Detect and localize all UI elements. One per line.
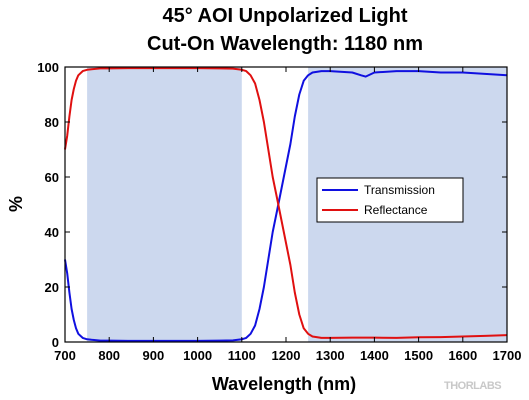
- x-tick-label: 1400: [360, 348, 389, 363]
- chart-title-line-2: Cut-On Wavelength: 1180 nm: [147, 33, 423, 55]
- x-tick-label: 1600: [448, 348, 477, 363]
- axis-ticks: [64, 66, 508, 343]
- y-tick-label: 60: [45, 170, 59, 185]
- series-lines: [64, 67, 508, 342]
- y-tick-label: 80: [45, 115, 59, 130]
- y-tick-label: 0: [52, 335, 59, 350]
- x-tick-label: 1100: [228, 348, 256, 363]
- x-tick-label: 1500: [404, 348, 433, 363]
- x-axis-title: Wavelength (nm): [212, 374, 356, 394]
- x-tick-label: 800: [98, 348, 120, 363]
- x-tick-label: 1200: [272, 348, 301, 363]
- x-tick-label: 1300: [316, 348, 345, 363]
- x-tick-label: 1700: [493, 348, 522, 363]
- legend-label-reflectance: Reflectance: [364, 203, 428, 217]
- y-tick-label: 100: [37, 60, 59, 75]
- x-tick-label: 900: [143, 348, 165, 363]
- x-tick-label: 1000: [183, 348, 212, 363]
- thorlabs-logo: THORLABS: [444, 380, 502, 392]
- chart-title-line-1: 45° AOI Unpolarized Light: [162, 5, 407, 27]
- svg-text:THORLABS: THORLABS: [444, 380, 501, 392]
- series-line-transmission: [64, 70, 508, 342]
- y-tick-label: 40: [45, 225, 59, 240]
- series-line-reflectance: [64, 67, 508, 339]
- legend-label-transmission: Transmission: [364, 183, 435, 197]
- y-tick-label: 20: [45, 280, 59, 295]
- shaded-region-1: [87, 67, 242, 342]
- x-tick-label: 700: [54, 348, 76, 363]
- tick-labels: 700 800 900 1000 1100 1200 1300 1400 1500 1600 170…: [37, 60, 521, 363]
- legend: Transmission Reflectance: [316, 177, 464, 223]
- legend-box: [316, 177, 464, 223]
- y-axis-title: %: [6, 196, 26, 212]
